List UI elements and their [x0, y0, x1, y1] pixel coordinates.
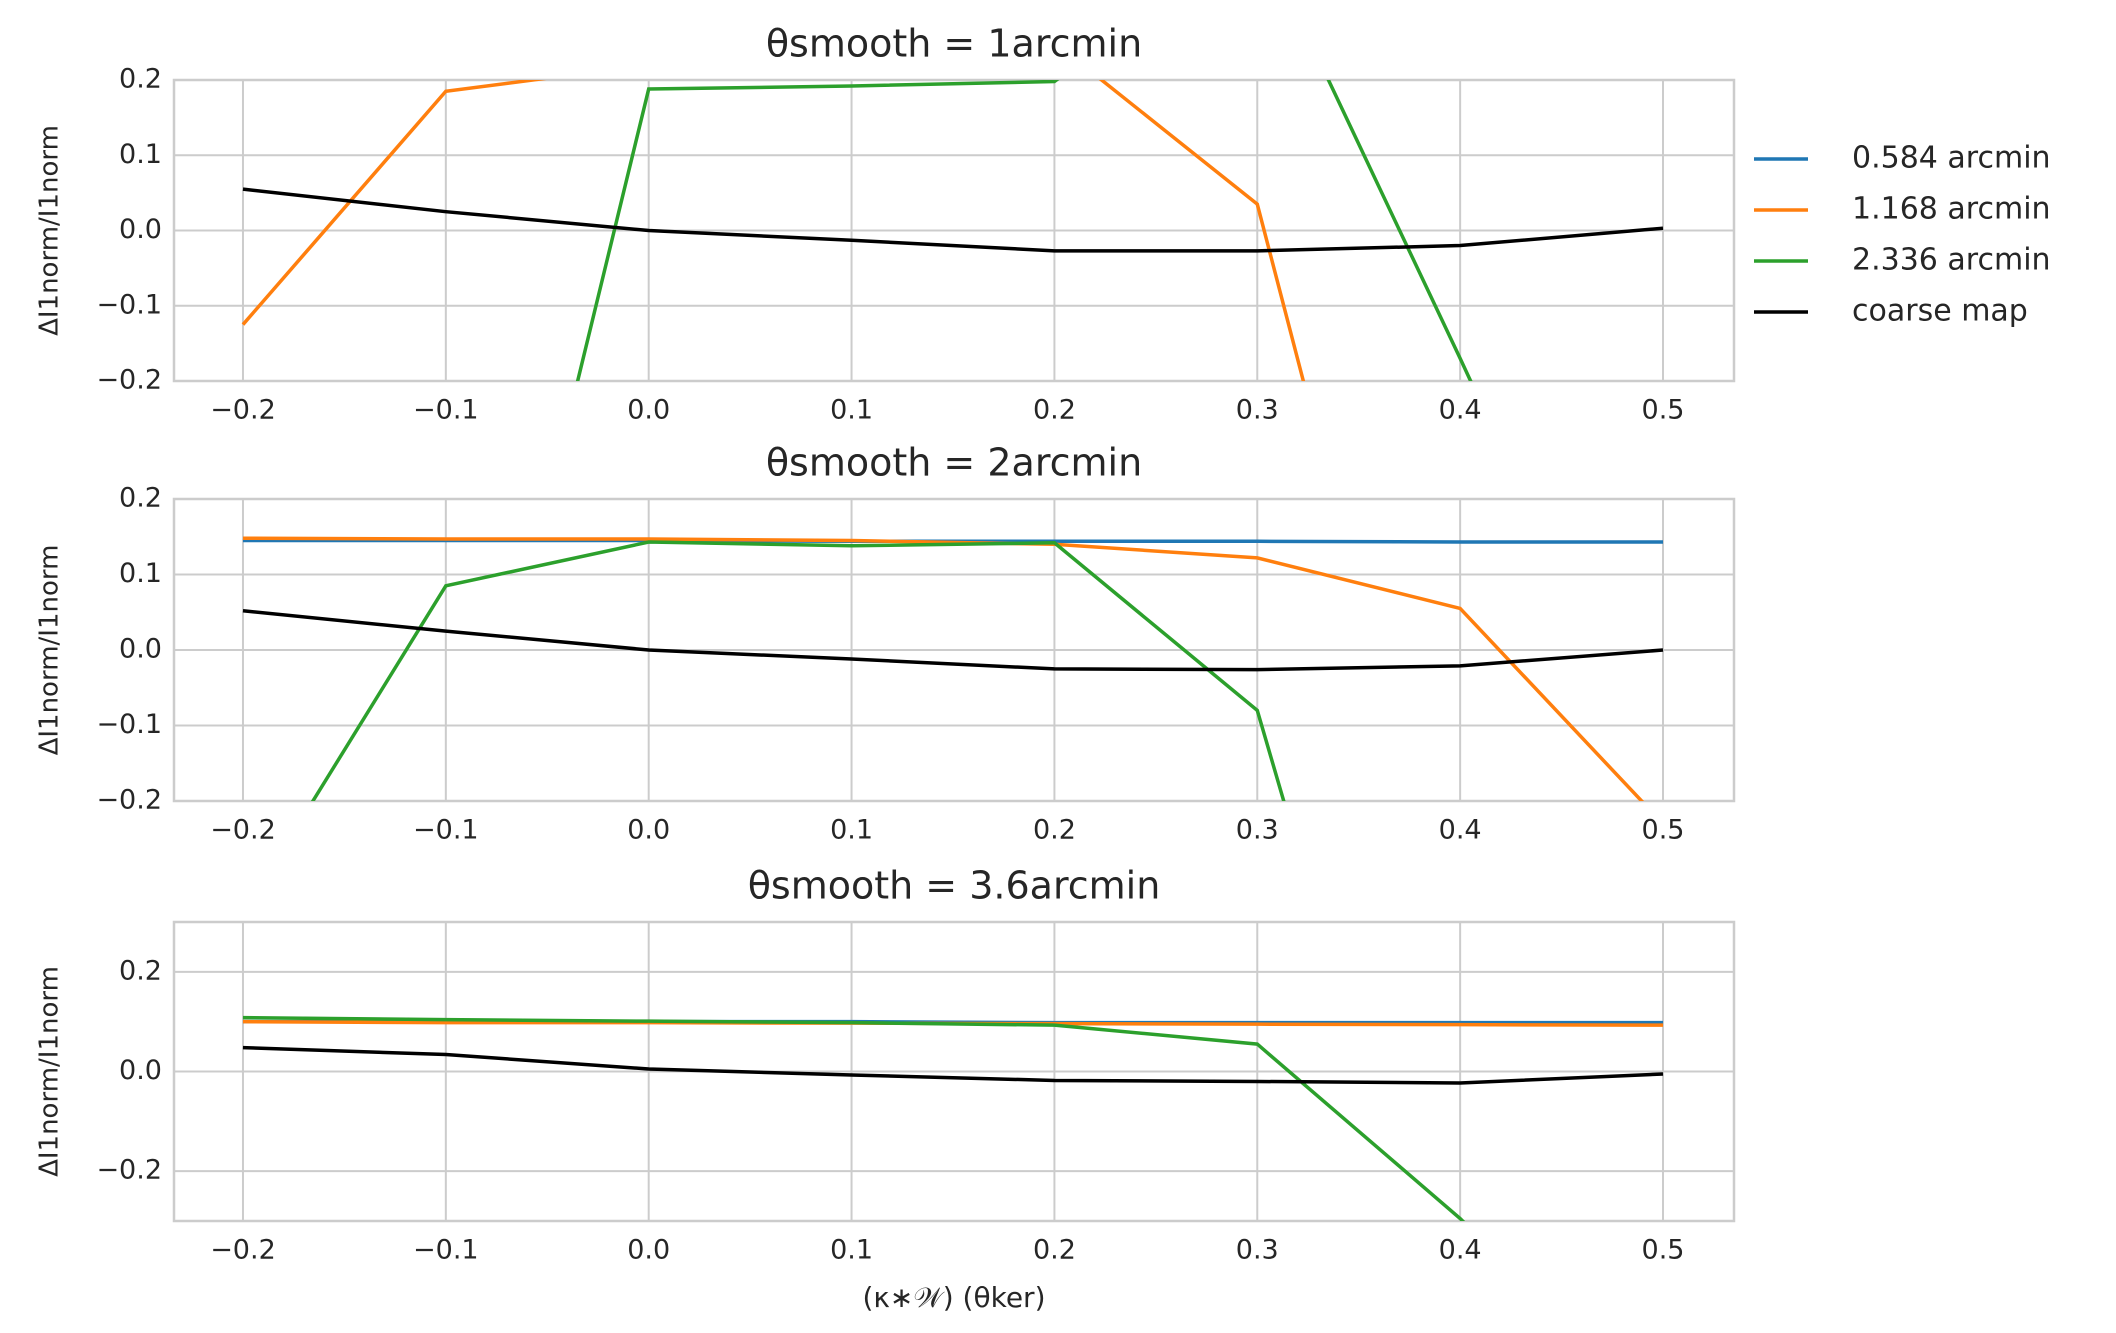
x-tick-label: 0.0	[627, 1235, 670, 1266]
y-tick-label: 0.2	[119, 483, 162, 514]
legend-label: 1.168 arcmin	[1852, 192, 2051, 227]
y-tick-label: 0.2	[119, 64, 162, 95]
legend-label: 2.336 arcmin	[1852, 243, 2051, 278]
x-tick-label: 0.1	[830, 815, 873, 846]
y-axis-label: ΔI1norm/I1norm	[35, 125, 65, 336]
axes-frame	[172, 78, 1736, 383]
x-tick-label: −0.1	[413, 1235, 479, 1266]
series-line	[575, 80, 1473, 381]
chart-title: θsmooth = 3.6arcmin	[748, 864, 1161, 908]
x-tick-label: 0.5	[1642, 1235, 1685, 1266]
x-tick-label: 0.2	[1033, 395, 1076, 426]
axes: −0.2 −0.1 0.0 0.1 0.2 −0.2 −0.1 0.0 0.1 0.2 0.3 0.4…	[35, 441, 1736, 846]
y-axis-label: ΔI1norm/I1norm	[35, 966, 65, 1177]
y-tick-label: −0.1	[96, 709, 162, 740]
axes: −0.2 0.0 0.2 −0.2 −0.1 0.0 0.1 0.2 0.3 0.4 0.5 θsmo…	[35, 864, 1736, 1314]
series-line	[242, 608, 1664, 672]
y-tick-label: 0.0	[119, 214, 162, 245]
x-tick-label: 0.5	[1642, 395, 1685, 426]
y-tick-label: 0.0	[119, 1055, 162, 1086]
axes: −0.2 −0.1 0.0 0.1 0.2 −0.2 −0.1 0.0 0.1 0.2 0.3 0.4…	[35, 22, 1736, 426]
y-axis-label: ΔI1norm/I1norm	[35, 545, 65, 756]
x-tick-label: 0.2	[1033, 1235, 1076, 1266]
x-tick-label: 0.2	[1033, 815, 1076, 846]
x-tick-label: 0.5	[1642, 815, 1685, 846]
series-line	[242, 536, 1645, 801]
x-tick-label: 0.3	[1236, 1235, 1279, 1266]
x-tick-label: 0.4	[1439, 1235, 1482, 1266]
y-tick-label: 0.1	[119, 139, 162, 170]
y-tick-label: −0.2	[96, 785, 162, 816]
x-tick-label: 0.3	[1236, 395, 1279, 426]
x-tick-label: −0.2	[210, 1235, 276, 1266]
legend-label: coarse map	[1852, 294, 2028, 329]
legend-label: 0.584 arcmin	[1852, 141, 2051, 176]
x-tick-label: −0.2	[210, 815, 276, 846]
y-tick-label: −0.2	[96, 1155, 162, 1186]
y-tick-label: −0.2	[96, 365, 162, 396]
axes-frame	[172, 920, 1736, 1223]
x-tick-label: 0.1	[830, 1235, 873, 1266]
y-tick-label: 0.1	[119, 558, 162, 589]
x-tick-label: 0.4	[1439, 815, 1482, 846]
series-line	[242, 1015, 1466, 1221]
x-tick-label: 0.3	[1236, 815, 1279, 846]
x-tick-label: −0.2	[210, 395, 276, 426]
axes-frame	[172, 497, 1736, 803]
y-tick-label: 0.0	[119, 634, 162, 665]
series-line	[310, 540, 1286, 801]
x-tick-label: −0.1	[413, 815, 479, 846]
chart-title: θsmooth = 2arcmin	[766, 441, 1142, 485]
x-tick-label: 0.0	[627, 815, 670, 846]
series-line	[242, 187, 1664, 253]
series-line	[241, 80, 1306, 381]
y-tick-label: 0.2	[119, 955, 162, 986]
chart-title: θsmooth = 1arcmin	[766, 22, 1142, 66]
y-tick-label: −0.1	[96, 289, 162, 320]
x-tick-label: 0.0	[627, 395, 670, 426]
x-tick-label: −0.1	[413, 395, 479, 426]
x-tick-label: 0.4	[1439, 395, 1482, 426]
series-line	[242, 1045, 1664, 1085]
x-axis-label: (κ∗𝒲) (θker)	[863, 1281, 1046, 1314]
x-tick-label: 0.1	[830, 395, 873, 426]
